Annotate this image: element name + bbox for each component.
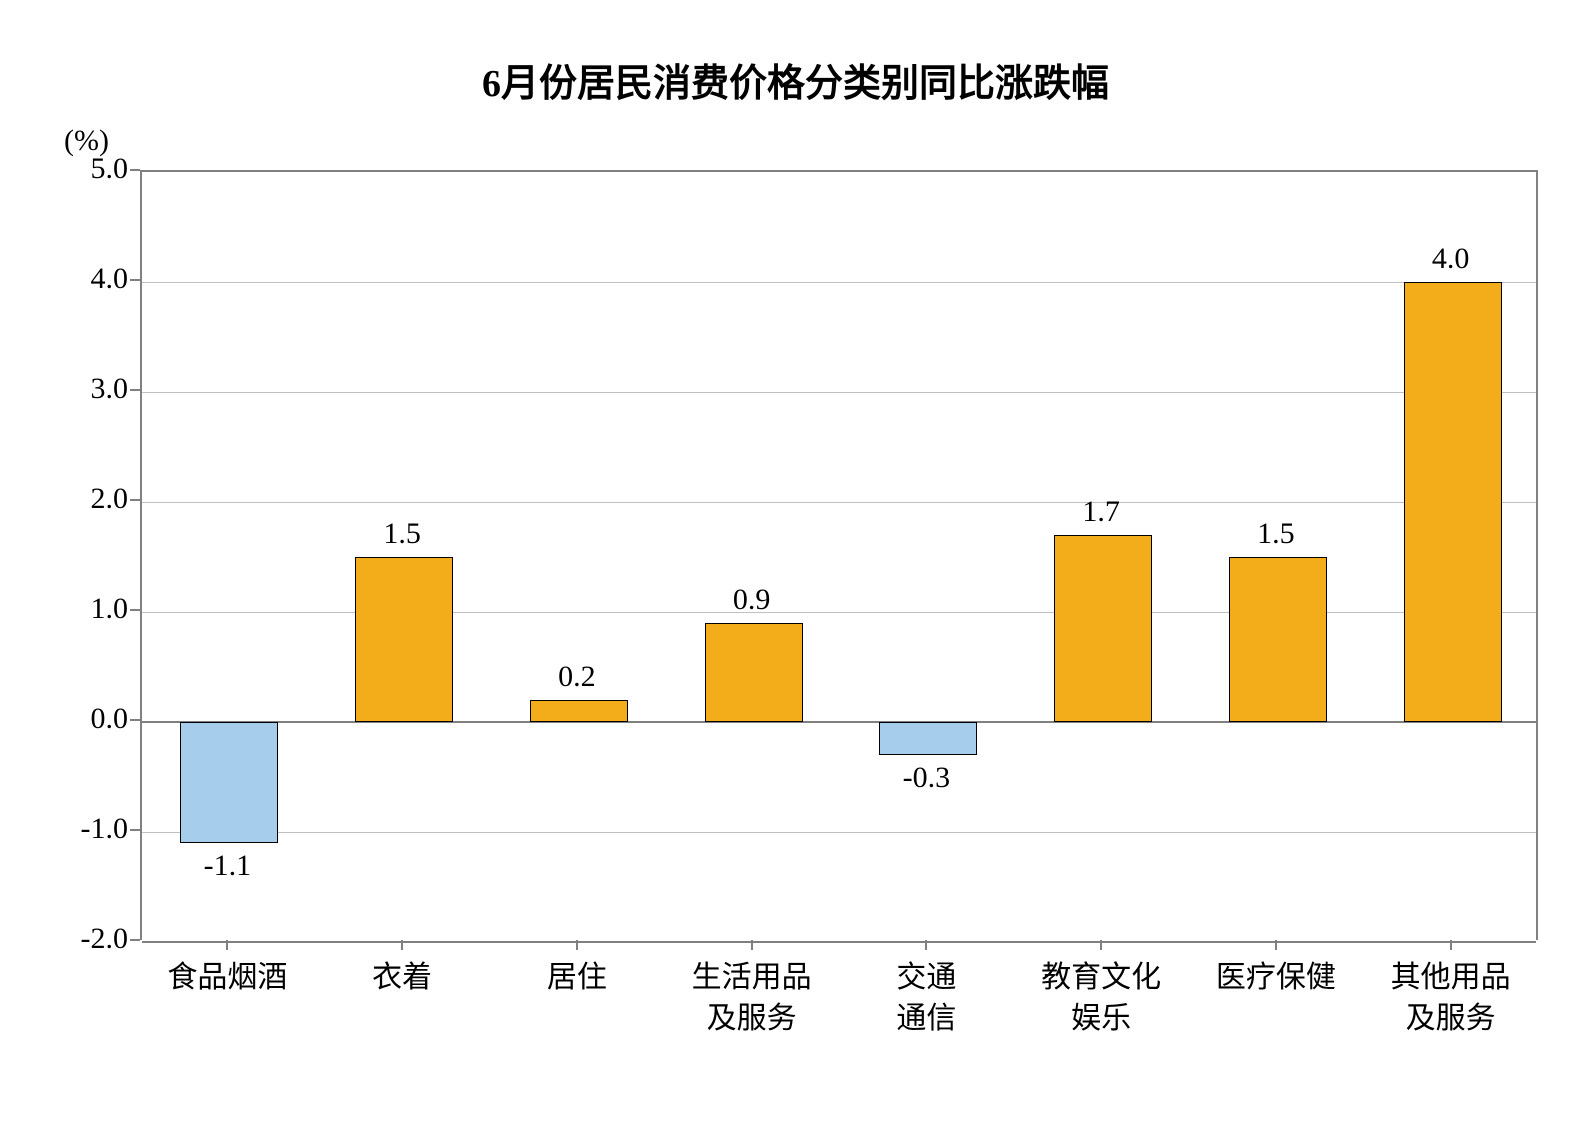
- y-tick-label: 1.0: [0, 592, 128, 626]
- bar: [530, 700, 628, 722]
- bar: [705, 623, 803, 722]
- x-tick-label: 其他用品 及服务: [1363, 958, 1538, 1039]
- y-tick-mark: [130, 499, 140, 501]
- x-tick-mark: [751, 940, 753, 950]
- y-tick-mark: [130, 389, 140, 391]
- x-tick-label: 医疗保健: [1189, 958, 1364, 999]
- y-tick-label: 5.0: [0, 152, 128, 186]
- zero-baseline: [142, 721, 1536, 723]
- bar-value-label: 0.9: [664, 583, 839, 617]
- gridline: [142, 502, 1536, 503]
- x-tick-mark: [925, 940, 927, 950]
- bar-value-label: 1.5: [315, 517, 490, 551]
- bar-value-label: 4.0: [1363, 242, 1538, 276]
- y-tick-mark: [130, 279, 140, 281]
- gridline: [142, 612, 1536, 613]
- plot-bottom-border: [142, 941, 1536, 943]
- gridline: [142, 832, 1536, 833]
- x-tick-mark: [576, 940, 578, 950]
- x-tick-mark: [1450, 940, 1452, 950]
- y-tick-label: 0.0: [0, 702, 128, 736]
- y-tick-mark: [130, 829, 140, 831]
- bar: [879, 722, 977, 755]
- y-tick-label: -2.0: [0, 922, 128, 956]
- y-tick-mark: [130, 939, 140, 941]
- bar: [1054, 535, 1152, 722]
- bar-value-label: 1.7: [1014, 495, 1189, 529]
- bar-value-label: 0.2: [490, 660, 665, 694]
- x-tick-mark: [401, 940, 403, 950]
- bar: [355, 557, 453, 722]
- y-tick-mark: [130, 719, 140, 721]
- bar: [1229, 557, 1327, 722]
- bar: [1404, 282, 1502, 722]
- x-tick-label: 生活用品 及服务: [664, 958, 839, 1039]
- x-tick-label: 衣着: [315, 958, 490, 999]
- y-tick-label: -1.0: [0, 812, 128, 846]
- y-tick-mark: [130, 169, 140, 171]
- y-tick-mark: [130, 609, 140, 611]
- cpi-bar-chart: 6月份居民消费价格分类别同比涨跌幅 (%) -2.0-1.00.01.02.03…: [0, 0, 1591, 1130]
- x-tick-mark: [226, 940, 228, 950]
- plot-area: [140, 170, 1538, 940]
- bar-value-label: -1.1: [140, 849, 315, 883]
- bar-value-label: -0.3: [839, 761, 1014, 795]
- chart-title: 6月份居民消费价格分类别同比涨跌幅: [0, 52, 1591, 107]
- gridline: [142, 392, 1536, 393]
- x-tick-label: 交通 通信: [839, 958, 1014, 1039]
- bar-value-label: 1.5: [1189, 517, 1364, 551]
- x-tick-label: 居住: [490, 958, 665, 999]
- x-tick-label: 教育文化 娱乐: [1014, 958, 1189, 1039]
- gridline: [142, 282, 1536, 283]
- y-tick-label: 3.0: [0, 372, 128, 406]
- bar: [180, 722, 278, 843]
- x-tick-mark: [1100, 940, 1102, 950]
- x-tick-label: 食品烟酒: [140, 958, 315, 999]
- x-tick-mark: [1275, 940, 1277, 950]
- y-tick-label: 4.0: [0, 262, 128, 296]
- y-tick-label: 2.0: [0, 482, 128, 516]
